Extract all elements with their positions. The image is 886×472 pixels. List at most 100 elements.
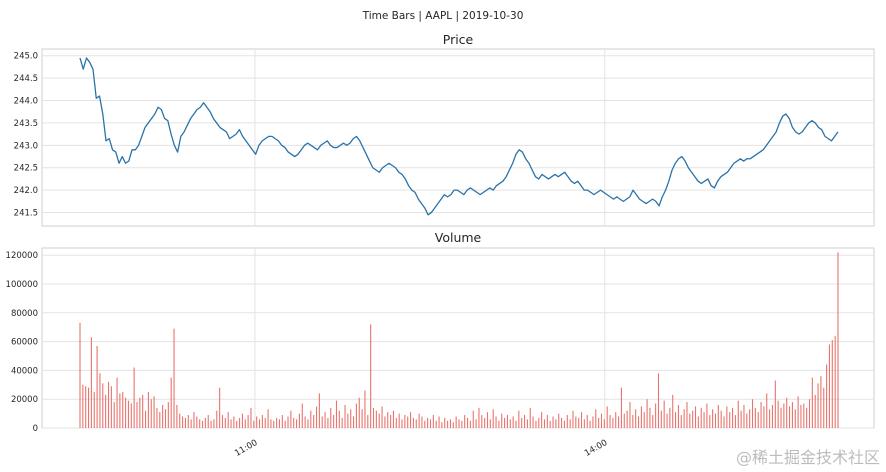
volume-bar — [284, 420, 286, 428]
volume-bar — [700, 407, 702, 428]
volume-xtick-label: 11:00 — [233, 438, 259, 459]
volume-bar — [313, 415, 315, 428]
volume-bar — [201, 420, 204, 428]
volume-ytick-label: 60000 — [11, 338, 38, 348]
volume-bar — [398, 413, 400, 428]
volume-bar — [341, 417, 343, 428]
volume-bar — [361, 409, 363, 428]
volume-bar — [692, 410, 694, 428]
volume-bar — [358, 397, 360, 428]
volume-bar — [486, 412, 489, 428]
volume-bar — [156, 407, 158, 428]
volume-bar — [85, 386, 87, 428]
volume-bar — [452, 422, 454, 428]
volume-bar — [666, 413, 668, 428]
price-frame — [41, 48, 875, 227]
volume-bar — [82, 384, 84, 428]
volume-bar — [221, 415, 224, 428]
volume-bar — [293, 417, 295, 428]
volume-bar — [478, 407, 480, 428]
volume-bar — [769, 409, 771, 428]
volume-bar — [182, 416, 184, 428]
volume-bar — [258, 419, 261, 428]
volume-bar — [794, 409, 796, 428]
volume-bar — [543, 419, 546, 428]
volume-bar — [321, 416, 323, 428]
price-panel: 241.5 242.0 242.5 243.0 243.5 244.0 244.5 245.0 — [14, 48, 875, 227]
volume-bar — [774, 380, 776, 428]
volume-bar — [797, 396, 799, 428]
volume-bar — [372, 407, 375, 428]
volume-bar — [492, 409, 494, 428]
volume-bar — [99, 373, 101, 428]
volume-bar — [749, 409, 751, 428]
volume-bar — [709, 415, 711, 428]
volume-bar — [771, 404, 774, 428]
volume-bar — [657, 373, 660, 428]
volume-bar — [102, 383, 104, 428]
volume-bar — [589, 420, 591, 428]
volume-bar — [615, 412, 617, 428]
volume-bar — [626, 410, 628, 428]
volume-bar — [290, 410, 292, 428]
volume-bar — [315, 406, 318, 428]
price-ytick-label: 245.0 — [14, 52, 38, 62]
volume-bar — [595, 409, 597, 428]
volume-bar — [504, 417, 506, 428]
volume-bar — [763, 406, 765, 428]
volume-bar — [472, 410, 474, 428]
volume-bar — [791, 402, 793, 428]
volume-ytick-label: 120000 — [6, 251, 38, 261]
volume-frame — [41, 247, 875, 429]
price-ytick-label: 244.0 — [14, 97, 38, 107]
volume-bar — [515, 420, 517, 428]
volume-bar — [811, 377, 813, 428]
volume-bar — [233, 416, 235, 428]
volume-bar — [281, 415, 283, 428]
volume-bar — [618, 416, 620, 428]
volume-bar — [219, 387, 221, 428]
volume-bar — [105, 394, 107, 428]
price-ytick-label: 244.5 — [14, 74, 38, 84]
volume-bar — [484, 417, 486, 428]
volume-bar — [649, 407, 651, 428]
volume-bar — [142, 394, 144, 428]
volume-bar — [239, 417, 241, 428]
volume-bar — [270, 419, 272, 428]
volume-bar — [116, 377, 118, 428]
volume-bar — [113, 402, 115, 428]
volume-bar — [766, 393, 768, 428]
volume-bar — [680, 415, 682, 428]
volume-bar — [187, 415, 189, 428]
volume-bar — [620, 387, 622, 428]
volume-bar — [729, 412, 731, 428]
volume-bar — [694, 406, 697, 428]
volume-bar — [350, 409, 352, 428]
volume-bar — [447, 420, 449, 428]
volume-ytick-label: 80000 — [11, 309, 38, 319]
volume-bar — [603, 419, 605, 428]
volume-bar — [230, 419, 232, 428]
volume-bar — [193, 412, 195, 428]
volume-bar — [546, 415, 548, 428]
volume-bar — [737, 400, 739, 428]
volume-bar — [301, 403, 303, 428]
price-panel-title: Price — [443, 32, 474, 47]
volume-bar — [609, 415, 611, 428]
figure-suptitle: Time Bars | AAPL | 2019-10-30 — [362, 10, 524, 22]
volume-bar — [390, 415, 392, 428]
volume-bar — [726, 406, 728, 428]
volume-bar — [401, 419, 403, 428]
volume-bar — [563, 420, 565, 428]
volume-bar — [646, 399, 648, 428]
volume-bar — [578, 417, 580, 428]
volume-bar — [552, 416, 554, 428]
volume-bar — [826, 364, 828, 428]
volume-bar — [740, 410, 742, 428]
volume-bar — [384, 416, 386, 428]
volume-bar — [717, 404, 719, 428]
volume-bar — [697, 416, 699, 428]
volume-bar — [387, 412, 389, 428]
volume-bar — [190, 419, 192, 428]
